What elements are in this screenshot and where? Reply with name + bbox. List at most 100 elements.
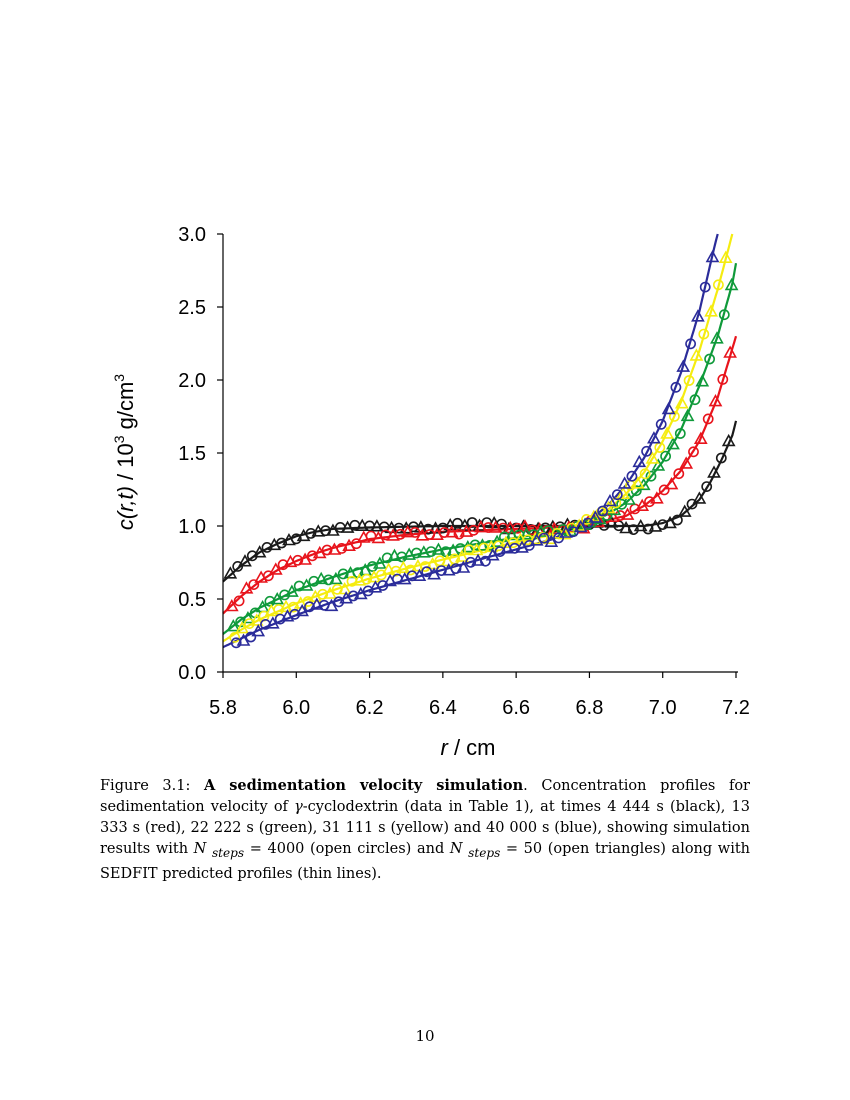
data-point-circle xyxy=(437,522,449,534)
data-point-circle xyxy=(243,618,255,629)
data-point-circle xyxy=(493,540,504,552)
data-point-circle xyxy=(419,561,431,572)
data-point-triangle xyxy=(324,598,339,612)
x-tick-label: 6.4 xyxy=(429,697,457,719)
data-point-circle xyxy=(421,566,433,578)
data-point-circle xyxy=(644,496,655,508)
y-tick-label: 2.0 xyxy=(178,370,206,392)
data-point-triangle xyxy=(455,549,469,562)
data-point-circle xyxy=(452,517,463,529)
data-point-circle xyxy=(290,533,302,545)
data-point-circle xyxy=(630,485,642,497)
data-point-triangle xyxy=(252,545,267,558)
data-point-triangle xyxy=(630,476,645,489)
data-point-circle xyxy=(582,517,594,529)
data-point-triangle xyxy=(704,304,718,317)
data-point-circle xyxy=(702,413,714,425)
data-point-circle xyxy=(308,575,320,587)
data-point-triangle xyxy=(239,581,254,594)
data-point-triangle xyxy=(372,556,387,569)
data-point-triangle xyxy=(689,348,704,361)
data-point-triangle xyxy=(285,584,299,597)
series-markers xyxy=(223,249,739,649)
data-point-triangle xyxy=(660,426,674,439)
data-point-circle xyxy=(683,375,695,386)
y-axis-title: c(r,t) / 103 g/cm3 xyxy=(111,374,138,530)
data-point-triangle xyxy=(337,581,352,595)
data-point-circle xyxy=(673,468,685,480)
data-point-circle xyxy=(362,585,374,597)
data-point-circle xyxy=(262,570,274,582)
data-point-triangle xyxy=(635,498,650,512)
data-point-circle xyxy=(479,555,491,567)
data-point-circle xyxy=(645,470,657,482)
data-point-triangle xyxy=(620,507,635,520)
caption-eq-1: = 4000 (open circles) and xyxy=(244,841,450,857)
data-point-triangle xyxy=(723,345,737,358)
data-point-triangle xyxy=(661,401,676,415)
data-point-triangle xyxy=(224,598,239,612)
x-tick-label: 7.0 xyxy=(649,697,677,719)
data-point-circle xyxy=(264,595,276,607)
data-point-triangle xyxy=(664,477,679,490)
data-point-triangle xyxy=(721,433,736,447)
y-tick-label: 3.0 xyxy=(178,224,206,246)
data-point-circle xyxy=(698,328,710,340)
data-point-circle xyxy=(274,613,286,625)
data-point-circle xyxy=(390,565,402,577)
data-point-circle xyxy=(465,556,477,568)
figure-caption: Figure 3.1: A sedimentation velocity sim… xyxy=(100,775,750,885)
data-point-circle xyxy=(246,550,258,562)
data-point-triangle xyxy=(718,250,733,264)
data-point-triangle xyxy=(268,562,283,575)
axes xyxy=(222,234,738,673)
x-tick-label: 6.8 xyxy=(576,697,604,719)
data-point-triangle xyxy=(674,396,689,409)
data-point-triangle xyxy=(708,394,723,407)
data-point-circle xyxy=(396,551,408,563)
data-point-triangle xyxy=(251,624,266,637)
y-tick-label: 0.0 xyxy=(178,662,206,684)
page-number: 10 xyxy=(415,1027,435,1045)
data-point-circle xyxy=(381,552,393,564)
data-point-circle xyxy=(305,528,317,539)
data-point-circle xyxy=(350,538,362,550)
data-point-triangle xyxy=(633,518,648,532)
data-point-circle xyxy=(466,517,478,528)
data-point-circle xyxy=(670,381,682,393)
caption-label: Figure 3.1: xyxy=(100,778,191,794)
data-point-circle xyxy=(639,468,651,480)
data-point-circle xyxy=(507,537,519,549)
data-point-circle xyxy=(453,528,465,540)
data-point-triangle xyxy=(323,586,337,599)
data-point-circle xyxy=(704,353,715,365)
data-point-circle xyxy=(425,546,437,557)
data-point-triangle xyxy=(724,277,739,291)
data-point-circle xyxy=(333,596,345,608)
data-point-circle xyxy=(261,542,273,553)
data-point-triangle xyxy=(241,610,255,624)
data-point-circle xyxy=(367,561,378,572)
data-point-triangle xyxy=(235,621,249,634)
caption-text-2: -cyclodextrin (data in Table 1), at time… xyxy=(100,799,750,857)
data-point-circle xyxy=(468,524,479,536)
data-point-triangle xyxy=(679,456,694,469)
data-point-circle xyxy=(718,309,730,321)
series-line xyxy=(222,233,719,649)
data-point-triangle xyxy=(677,504,692,517)
data-point-triangle xyxy=(412,568,427,582)
data-point-triangle xyxy=(603,493,617,507)
data-point-circle xyxy=(409,527,421,538)
data-point-triangle xyxy=(299,578,314,591)
data-point-triangle xyxy=(692,491,707,504)
data-point-triangle xyxy=(238,554,252,567)
data-point-circle xyxy=(553,532,564,544)
data-point-triangle xyxy=(544,534,559,548)
data-point-circle xyxy=(478,542,490,554)
data-point-circle xyxy=(628,524,639,535)
data-point-circle xyxy=(538,532,550,544)
data-point-circle xyxy=(279,589,290,601)
data-point-triangle xyxy=(691,309,705,322)
data-point-circle xyxy=(306,550,318,562)
